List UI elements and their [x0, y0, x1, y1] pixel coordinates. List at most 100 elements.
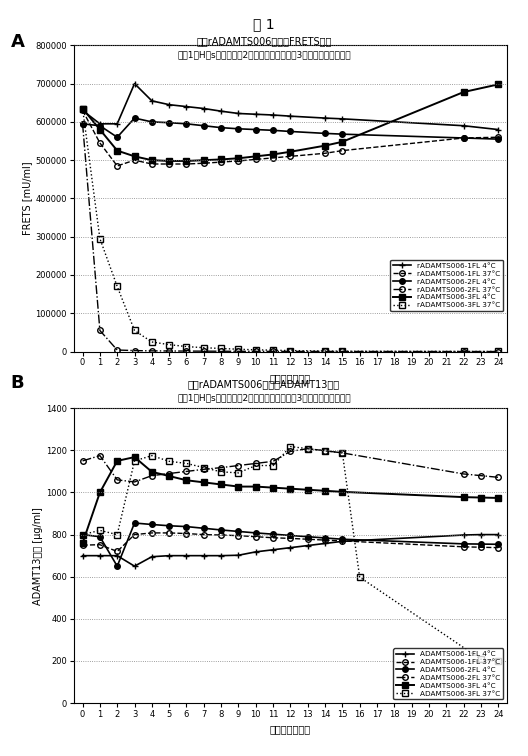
- rADAMTS006-1FL 37°C: [79, 106, 86, 115]
- rADAMTS006-3FL 4°C: [339, 138, 345, 147]
- ADAMTS006-1FL 4°C: [287, 543, 294, 552]
- ADAMTS006-2FL 37°C: [305, 444, 311, 453]
- ADAMTS006-2FL 37°C: [114, 476, 120, 485]
- ADAMTS006-1FL 37°C: [97, 541, 103, 550]
- rADAMTS006-2FL 4°C: [183, 119, 190, 129]
- rADAMTS006-3FL 37°C: [460, 347, 467, 356]
- ADAMTS006-1FL 37°C: [478, 543, 484, 552]
- rADAMTS006-2FL 4°C: [270, 125, 276, 135]
- Line: rADAMTS006-2FL 37°C: rADAMTS006-2FL 37°C: [80, 121, 501, 355]
- rADAMTS006-1FL 4°C: [339, 114, 345, 123]
- rADAMTS006-2FL 37°C: [235, 347, 242, 356]
- rADAMTS006-1FL 4°C: [114, 119, 120, 129]
- ADAMTS006-1FL 4°C: [235, 550, 242, 559]
- rADAMTS006-1FL 37°C: [460, 134, 467, 143]
- ADAMTS006-2FL 4°C: [252, 528, 259, 538]
- ADAMTS006-3FL 37°C: [166, 457, 172, 466]
- ADAMTS006-1FL 37°C: [339, 537, 345, 546]
- rADAMTS006-2FL 37°C: [270, 347, 276, 356]
- rADAMTS006-1FL 4°C: [131, 79, 138, 88]
- ADAMTS006-3FL 4°C: [131, 453, 138, 462]
- rADAMTS006-1FL 37°C: [183, 160, 190, 169]
- ADAMTS006-3FL 37°C: [97, 526, 103, 535]
- ADAMTS006-2FL 4°C: [339, 534, 345, 544]
- Line: rADAMTS006-3FL 4°C: rADAMTS006-3FL 4°C: [79, 81, 502, 164]
- ADAMTS006-2FL 4°C: [478, 540, 484, 549]
- ADAMTS006-2FL 37°C: [218, 463, 224, 472]
- Legend: rADAMTS006-1FL 4°C, rADAMTS006-1FL 37°C, rADAMTS006-2FL 4°C, rADAMTS006-2FL 37°C: rADAMTS006-1FL 4°C, rADAMTS006-1FL 37°C,…: [390, 260, 503, 311]
- Line: ADAMTS006-2FL 4°C: ADAMTS006-2FL 4°C: [80, 520, 501, 569]
- rADAMTS006-2FL 4°C: [114, 133, 120, 142]
- Line: ADAMTS006-3FL 4°C: ADAMTS006-3FL 4°C: [79, 454, 502, 547]
- rADAMTS006-2FL 37°C: [460, 347, 467, 356]
- rADAMTS006-3FL 37°C: [495, 347, 502, 356]
- rADAMTS006-3FL 37°C: [149, 337, 155, 346]
- rADAMTS006-1FL 4°C: [270, 110, 276, 119]
- ADAMTS006-2FL 37°C: [235, 461, 242, 470]
- ADAMTS006-1FL 4°C: [305, 541, 311, 550]
- ADAMTS006-2FL 37°C: [270, 457, 276, 466]
- ADAMTS006-2FL 4°C: [270, 530, 276, 539]
- rADAMTS006-2FL 4°C: [97, 121, 103, 130]
- rADAMTS006-2FL 37°C: [287, 347, 294, 356]
- ADAMTS006-1FL 37°C: [252, 532, 259, 541]
- ADAMTS006-3FL 4°C: [218, 480, 224, 489]
- rADAMTS006-1FL 37°C: [495, 133, 502, 142]
- rADAMTS006-2FL 37°C: [201, 346, 207, 355]
- rADAMTS006-3FL 4°C: [166, 156, 172, 166]
- rADAMTS006-3FL 37°C: [252, 345, 259, 355]
- rADAMTS006-1FL 37°C: [97, 138, 103, 147]
- ADAMTS006-2FL 4°C: [460, 539, 467, 548]
- Y-axis label: ADAMT13濃度 [μg/ml]: ADAMT13濃度 [μg/ml]: [33, 507, 43, 605]
- ADAMTS006-2FL 37°C: [149, 471, 155, 480]
- ADAMTS006-2FL 4°C: [79, 530, 86, 539]
- rADAMTS006-3FL 37°C: [166, 340, 172, 349]
- ADAMTS006-2FL 4°C: [305, 532, 311, 541]
- rADAMTS006-2FL 37°C: [79, 119, 86, 129]
- rADAMTS006-1FL 4°C: [149, 96, 155, 105]
- rADAMTS006-1FL 37°C: [114, 161, 120, 170]
- ADAMTS006-2FL 4°C: [322, 534, 328, 543]
- rADAMTS006-1FL 4°C: [460, 121, 467, 130]
- ADAMTS006-2FL 37°C: [478, 471, 484, 480]
- ADAMTS006-2FL 37°C: [97, 451, 103, 460]
- ADAMTS006-3FL 37°C: [495, 657, 502, 666]
- rADAMTS006-2FL 37°C: [114, 345, 120, 355]
- rADAMTS006-2FL 4°C: [322, 129, 328, 138]
- ADAMTS006-1FL 37°C: [235, 531, 242, 541]
- rADAMTS006-3FL 37°C: [322, 346, 328, 355]
- ADAMTS006-1FL 4°C: [183, 551, 190, 560]
- ADAMTS006-3FL 37°C: [356, 572, 363, 581]
- ADAMTS006-1FL 37°C: [287, 534, 294, 543]
- ADAMTS006-3FL 4°C: [183, 476, 190, 485]
- ADAMTS006-1FL 37°C: [131, 530, 138, 539]
- ADAMTS006-2FL 4°C: [218, 525, 224, 534]
- rADAMTS006-1FL 37°C: [322, 149, 328, 158]
- Text: （－1：Hｉs緩衝液；－2：リン酸緩衝液；－3：クエン酸緩衝液）: （－1：Hｉs緩衝液；－2：リン酸緩衝液；－3：クエン酸緩衝液）: [177, 393, 351, 402]
- rADAMTS006-3FL 4°C: [287, 147, 294, 156]
- rADAMTS006-1FL 37°C: [287, 152, 294, 161]
- ADAMTS006-3FL 37°C: [131, 457, 138, 466]
- rADAMTS006-2FL 37°C: [149, 346, 155, 355]
- ADAMTS006-2FL 4°C: [495, 540, 502, 549]
- ADAMTS006-3FL 4°C: [460, 493, 467, 502]
- ADAMTS006-1FL 37°C: [495, 543, 502, 552]
- ADAMTS006-3FL 4°C: [149, 467, 155, 476]
- ADAMTS006-1FL 4°C: [460, 531, 467, 540]
- ADAMTS006-1FL 4°C: [218, 551, 224, 560]
- rADAMTS006-3FL 37°C: [183, 342, 190, 351]
- ADAMTS006-3FL 4°C: [287, 484, 294, 493]
- ADAMTS006-2FL 37°C: [183, 467, 190, 476]
- rADAMTS006-2FL 4°C: [339, 129, 345, 138]
- Text: 図 1: 図 1: [253, 17, 275, 32]
- ADAMTS006-1FL 37°C: [270, 533, 276, 542]
- ADAMTS006-1FL 37°C: [79, 541, 86, 550]
- ADAMTS006-3FL 4°C: [495, 494, 502, 503]
- rADAMTS006-1FL 4°C: [201, 104, 207, 113]
- Legend: ADAMTS006-1FL 4°C, ADAMTS006-1FL 37°C, ADAMTS006-2FL 4°C, ADAMTS006-2FL 37°C, AD: ADAMTS006-1FL 4°C, ADAMTS006-1FL 37°C, A…: [393, 649, 503, 699]
- ADAMTS006-1FL 37°C: [114, 547, 120, 556]
- rADAMTS006-2FL 4°C: [218, 123, 224, 132]
- rADAMTS006-3FL 4°C: [131, 152, 138, 161]
- ADAMTS006-1FL 4°C: [270, 545, 276, 554]
- Line: ADAMTS006-1FL 4°C: ADAMTS006-1FL 4°C: [79, 531, 502, 570]
